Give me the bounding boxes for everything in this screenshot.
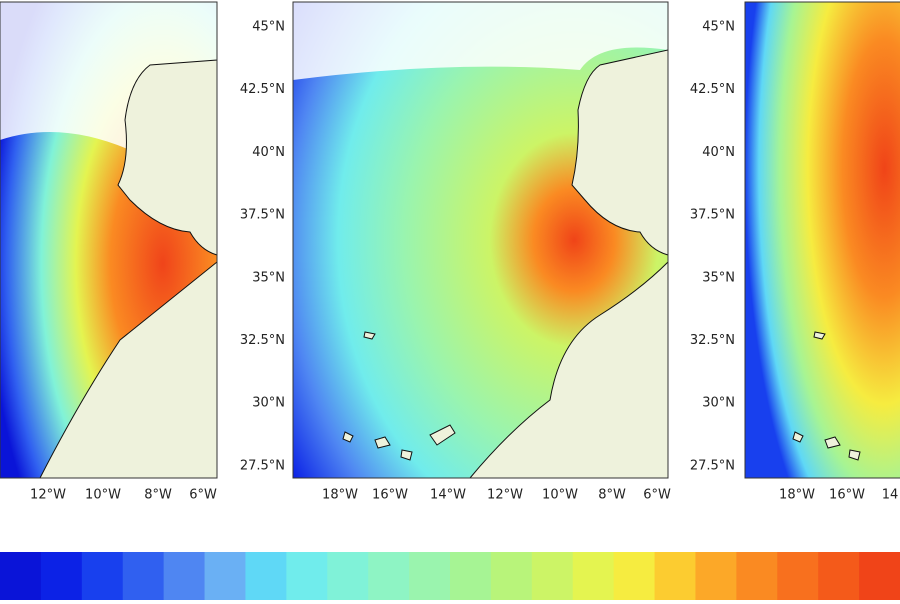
lon-label: 6°W xyxy=(189,488,217,503)
colorbar-segment xyxy=(409,552,451,600)
colorbar-segment xyxy=(531,552,574,600)
cloud-mask xyxy=(0,2,217,150)
lon-label: 12°W xyxy=(487,488,523,503)
colorbar-segment xyxy=(736,552,778,600)
colorbar-segment xyxy=(368,552,410,600)
colorbar-segment xyxy=(572,552,615,600)
lat-label: 42.5°N xyxy=(240,82,285,97)
colorbar-segment xyxy=(81,552,124,600)
lon-label: 16°W xyxy=(372,488,408,503)
colorbar-segment xyxy=(695,552,737,600)
panel-frame xyxy=(0,1,218,479)
colorbar-segment xyxy=(40,552,83,600)
island xyxy=(792,331,861,461)
lat-label: 45°N xyxy=(252,20,285,35)
colorbar-segment xyxy=(245,552,287,600)
land xyxy=(468,2,669,479)
cloud-mask xyxy=(293,2,668,80)
lat-label: 30°N xyxy=(252,396,285,411)
lat-label: 35°N xyxy=(702,270,735,285)
lat-label: 40°N xyxy=(702,145,735,160)
sea-field xyxy=(745,2,900,478)
lon-label: 18°W xyxy=(322,488,358,503)
lat-label: 37.5°N xyxy=(690,208,735,223)
lat-label: 27.5°N xyxy=(240,458,285,473)
lon-label: 10°W xyxy=(542,488,578,503)
colorbar-segment xyxy=(490,552,533,600)
land xyxy=(39,2,218,479)
colorbar-segment xyxy=(613,552,656,600)
colorbar-segment xyxy=(122,552,165,600)
map-panel xyxy=(292,1,669,479)
colorbar-segment xyxy=(859,552,900,600)
colorbar-segment xyxy=(450,552,492,600)
lat-label: 37.5°N xyxy=(240,208,285,223)
lat-label: 45°N xyxy=(702,20,735,35)
island xyxy=(342,331,456,461)
lon-label: 16°W xyxy=(829,488,865,503)
lat-label: 30°N xyxy=(702,396,735,411)
lon-label: 14 xyxy=(882,488,899,503)
lon-label: 6°W xyxy=(643,488,671,503)
colorbar-segment xyxy=(777,552,819,600)
lat-label: 27.5°N xyxy=(690,458,735,473)
colorbar-segment xyxy=(286,552,328,600)
colorbar-segment xyxy=(0,552,42,600)
lon-label: 12°W xyxy=(30,488,66,503)
panel-frame xyxy=(744,1,900,479)
colorbar-segment xyxy=(818,552,860,600)
lat-label: 32.5°N xyxy=(240,333,285,348)
map-panel xyxy=(744,1,900,479)
lon-label: 14°W xyxy=(430,488,466,503)
lon-label: 8°W xyxy=(598,488,626,503)
colorbar-segment xyxy=(204,552,246,600)
colorbar-segment xyxy=(163,552,206,600)
lon-label: 8°W xyxy=(144,488,172,503)
panel-frame xyxy=(292,1,669,479)
map-panel xyxy=(0,1,218,479)
lat-label: 32.5°N xyxy=(690,333,735,348)
lat-label: 42.5°N xyxy=(690,82,735,97)
colorbar-segment xyxy=(654,552,696,600)
lat-label: 40°N xyxy=(252,145,285,160)
lat-label: 35°N xyxy=(252,270,285,285)
lon-label: 10°W xyxy=(85,488,121,503)
colorbar-segment xyxy=(327,552,369,600)
lon-label: 18°W xyxy=(779,488,815,503)
